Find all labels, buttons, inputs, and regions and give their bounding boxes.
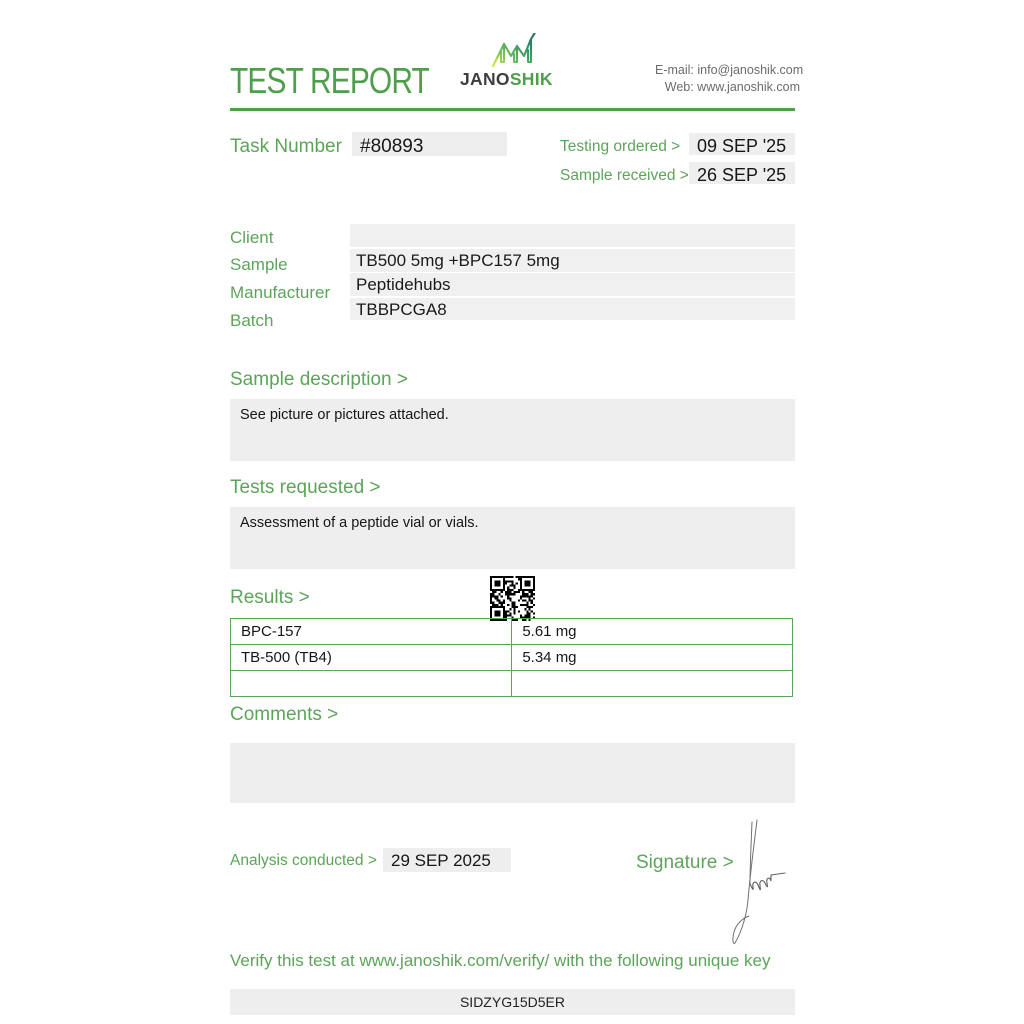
svg-text:JANOSHIK: JANOSHIK (460, 69, 553, 89)
